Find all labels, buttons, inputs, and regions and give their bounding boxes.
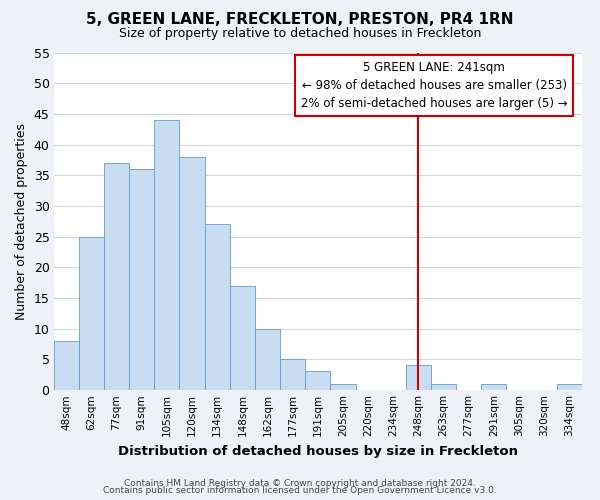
Bar [79,236,104,390]
Text: Size of property relative to detached houses in Freckleton: Size of property relative to detached ho… [119,28,481,40]
Bar [331,384,356,390]
Bar [129,169,154,390]
Y-axis label: Number of detached properties: Number of detached properties [15,122,28,320]
Bar [230,286,255,390]
Bar [104,163,129,390]
Bar [179,157,205,390]
Bar [54,341,79,390]
Bar [255,328,280,390]
Bar [431,384,456,390]
Bar [305,372,331,390]
Text: Contains HM Land Registry data © Crown copyright and database right 2024.: Contains HM Land Registry data © Crown c… [124,478,476,488]
Bar [406,366,431,390]
Text: 5 GREEN LANE: 241sqm
← 98% of detached houses are smaller (253)
2% of semi-detac: 5 GREEN LANE: 241sqm ← 98% of detached h… [301,61,568,110]
Bar [481,384,506,390]
Text: 5, GREEN LANE, FRECKLETON, PRESTON, PR4 1RN: 5, GREEN LANE, FRECKLETON, PRESTON, PR4 … [86,12,514,28]
Bar [205,224,230,390]
Bar [280,359,305,390]
Bar [557,384,582,390]
X-axis label: Distribution of detached houses by size in Freckleton: Distribution of detached houses by size … [118,444,518,458]
Text: Contains public sector information licensed under the Open Government Licence v3: Contains public sector information licen… [103,486,497,495]
Bar [154,120,179,390]
